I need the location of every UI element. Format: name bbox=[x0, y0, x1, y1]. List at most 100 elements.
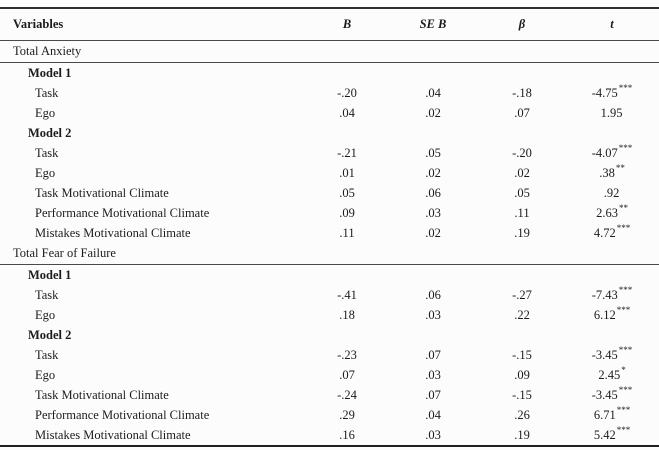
cell-se-b: .03 bbox=[425, 205, 441, 220]
row-label: Mistakes Motivational Climate bbox=[35, 427, 191, 442]
t-value: 5.42 bbox=[593, 427, 616, 442]
table-row: Task -.41 .06 -.27 -7.43*** bbox=[0, 285, 659, 305]
cell-b: -.23 bbox=[337, 347, 357, 362]
cell-t: 4.72*** bbox=[572, 224, 652, 241]
model-row: Model 1 bbox=[0, 265, 659, 285]
regression-table: Variables B SE B β t Total Anxiety Model… bbox=[0, 7, 659, 447]
cell-beta: .19 bbox=[514, 225, 530, 240]
t-value: -3.45 bbox=[591, 387, 618, 402]
t-value: 2.63 bbox=[596, 205, 618, 220]
model-label: Model 1 bbox=[28, 65, 72, 80]
cell-se-b: .02 bbox=[425, 225, 441, 240]
cell-b: .04 bbox=[339, 105, 355, 120]
cell-b: .01 bbox=[339, 165, 355, 180]
row-label: Task Motivational Climate bbox=[35, 387, 169, 402]
cell-se-b: .06 bbox=[425, 185, 441, 200]
table-row: Ego .07 .03 .09 2.45* bbox=[0, 365, 659, 385]
cell-se-b: .07 bbox=[425, 387, 441, 402]
section-label: Total Anxiety bbox=[13, 44, 82, 58]
cell-beta: -.20 bbox=[512, 145, 532, 160]
row-label: Task Motivational Climate bbox=[35, 185, 169, 200]
row-label: Task bbox=[35, 85, 59, 100]
cell-b: .07 bbox=[339, 367, 355, 382]
model-label: Model 2 bbox=[28, 327, 72, 342]
cell-se-b: .04 bbox=[425, 407, 441, 422]
column-header-b: B bbox=[342, 17, 352, 31]
significance-marker: * bbox=[621, 365, 626, 376]
table-row: Task Motivational Climate .05 .06 .05 .9… bbox=[0, 183, 659, 203]
cell-beta: -.15 bbox=[512, 387, 532, 402]
cell-beta: -.18 bbox=[512, 85, 532, 100]
significance-marker: *** bbox=[618, 83, 633, 94]
cell-t: -7.43*** bbox=[572, 285, 652, 303]
cell-t: -4.75*** bbox=[572, 83, 652, 101]
table-row: Task Motivational Climate -.24 .07 -.15 … bbox=[0, 385, 659, 405]
cell-t: 2.45* bbox=[572, 365, 652, 383]
cell-t: 6.12*** bbox=[572, 305, 652, 323]
significance-marker: *** bbox=[618, 143, 633, 154]
t-value: .92 bbox=[603, 185, 620, 200]
cell-b: .05 bbox=[339, 185, 355, 200]
cell-beta: .05 bbox=[514, 185, 530, 200]
table-row: Ego .01 .02 .02 .38** bbox=[0, 163, 659, 183]
table-row: Task -.20 .04 -.18 -4.75*** bbox=[0, 83, 659, 103]
table-header-row: Variables B SE B β t bbox=[0, 9, 659, 41]
t-value: 6.71 bbox=[593, 407, 616, 422]
cell-t: 2.63** bbox=[572, 203, 652, 221]
row-label: Task bbox=[35, 347, 59, 362]
cell-beta: .02 bbox=[514, 165, 530, 180]
cell-beta: .26 bbox=[514, 407, 530, 422]
cell-se-b: .03 bbox=[425, 427, 441, 442]
t-value: 6.12 bbox=[593, 307, 616, 322]
t-value: 1.95 bbox=[600, 105, 623, 120]
cell-b: .18 bbox=[339, 307, 355, 322]
model-label: Model 2 bbox=[28, 125, 72, 140]
cell-se-b: .06 bbox=[425, 287, 441, 302]
significance-marker: ** bbox=[615, 163, 625, 174]
significance-marker: *** bbox=[616, 405, 631, 416]
cell-b: -.24 bbox=[337, 387, 357, 402]
cell-t: -3.45*** bbox=[572, 386, 652, 403]
cell-se-b: .03 bbox=[425, 307, 441, 322]
cell-beta: .19 bbox=[514, 427, 530, 442]
model-row: Model 2 bbox=[0, 123, 659, 143]
column-header-se-b: SE B bbox=[419, 17, 447, 31]
row-label: Task bbox=[35, 287, 59, 302]
significance-marker: *** bbox=[618, 285, 633, 296]
table-row: Task -.21 .05 -.20 -4.07*** bbox=[0, 143, 659, 163]
cell-b: .11 bbox=[339, 225, 355, 240]
cell-b: .29 bbox=[339, 407, 355, 422]
cell-b: -.20 bbox=[337, 85, 357, 100]
t-value: .38 bbox=[599, 165, 615, 180]
cell-beta: .09 bbox=[514, 367, 530, 382]
row-label: Mistakes Motivational Climate bbox=[35, 225, 191, 240]
model-row: Model 1 bbox=[0, 63, 659, 83]
significance-marker: *** bbox=[618, 345, 633, 356]
t-value: -3.45 bbox=[591, 347, 618, 362]
significance-marker: ** bbox=[618, 203, 628, 214]
cell-b: -.41 bbox=[337, 287, 357, 302]
model-row: Model 2 bbox=[0, 325, 659, 345]
column-header-t: t bbox=[610, 17, 614, 31]
cell-b: -.21 bbox=[337, 145, 357, 160]
table-row: Performance Motivational Climate .09 .03… bbox=[0, 203, 659, 223]
cell-t: .38** bbox=[572, 163, 652, 181]
significance-marker: *** bbox=[616, 305, 631, 316]
cell-b: .16 bbox=[339, 427, 355, 442]
table-row: Ego .04 .02 .07 1.95 bbox=[0, 103, 659, 123]
row-label: Ego bbox=[35, 165, 56, 180]
row-label: Performance Motivational Climate bbox=[35, 407, 210, 422]
cell-beta: .11 bbox=[514, 205, 530, 220]
table-row: Ego .18 .03 .22 6.12*** bbox=[0, 305, 659, 325]
cell-t: -3.45*** bbox=[572, 345, 652, 363]
row-label: Ego bbox=[35, 105, 56, 120]
cell-beta: -.15 bbox=[512, 347, 532, 362]
section-row-total-fear-of-failure: Total Fear of Failure bbox=[0, 243, 659, 265]
cell-t: 5.42*** bbox=[572, 426, 652, 443]
table-row: Mistakes Motivational Climate .11 .02 .1… bbox=[0, 223, 659, 243]
t-value: -7.43 bbox=[591, 287, 618, 302]
cell-beta: .22 bbox=[514, 307, 530, 322]
cell-se-b: .07 bbox=[425, 347, 441, 362]
t-value: -4.75 bbox=[591, 85, 618, 100]
row-label: Task bbox=[35, 145, 59, 160]
